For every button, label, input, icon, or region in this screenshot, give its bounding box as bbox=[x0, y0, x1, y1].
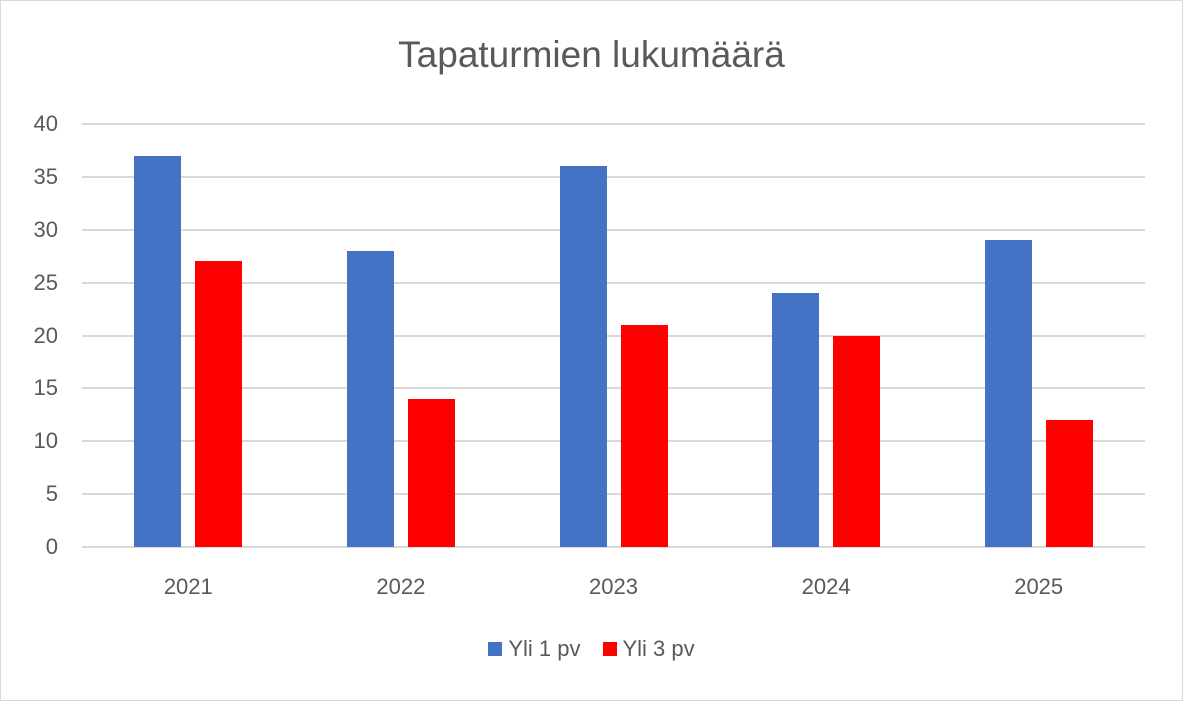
gridline bbox=[82, 123, 1145, 125]
x-tick-label: 2021 bbox=[163, 574, 213, 599]
gridline bbox=[82, 493, 1145, 496]
legend-swatch-icon bbox=[488, 642, 503, 656]
x-tick-label: 2025 bbox=[1014, 574, 1064, 599]
x-tick-label: 2023 bbox=[589, 574, 638, 599]
gridline bbox=[82, 175, 1145, 178]
gridline bbox=[82, 334, 1145, 337]
y-tick-label: 20 bbox=[33, 322, 58, 348]
bar-2024-series-1 bbox=[772, 293, 820, 547]
legend-item: Yli 1 pv bbox=[488, 636, 581, 662]
x-tick-label: 2022 bbox=[376, 574, 426, 599]
chart-title: Tapaturmien lukumäärä bbox=[398, 34, 785, 75]
y-tick-label: 40 bbox=[33, 111, 58, 136]
gridline bbox=[82, 228, 1145, 231]
y-tick-label: 10 bbox=[33, 428, 58, 454]
gridline bbox=[82, 281, 1145, 284]
y-tick-label: 25 bbox=[33, 269, 58, 295]
bar-2024-series-2 bbox=[833, 335, 881, 547]
gridline bbox=[82, 387, 1145, 390]
bar-2023-series-1 bbox=[559, 166, 607, 547]
legend-label: Yli 3 pv bbox=[622, 636, 695, 661]
bar-2023-series-2 bbox=[620, 324, 668, 547]
plot-area bbox=[82, 123, 1145, 548]
gridline bbox=[82, 546, 1145, 548]
x-tick-label: 2024 bbox=[801, 574, 851, 599]
bar-2025-series-2 bbox=[1045, 420, 1093, 547]
y-tick-label: 35 bbox=[33, 163, 58, 189]
y-tick-label: 15 bbox=[33, 375, 58, 401]
legend: Yli 1 pv Yli 3 pv bbox=[0, 636, 1183, 662]
bar-2021-series-1 bbox=[134, 155, 182, 547]
y-tick-label: 0 bbox=[45, 534, 58, 559]
y-tick-label: 5 bbox=[45, 481, 58, 507]
bar-2022-series-2 bbox=[407, 398, 455, 547]
y-tick-label: 30 bbox=[33, 216, 58, 242]
bar-2025-series-1 bbox=[984, 240, 1032, 547]
legend-item: Yli 3 pv bbox=[602, 636, 695, 662]
bar-2022-series-1 bbox=[346, 250, 394, 547]
legend-label: Yli 1 pv bbox=[508, 636, 581, 661]
legend-swatch-icon bbox=[602, 642, 617, 656]
gridline bbox=[82, 440, 1145, 443]
bar-2021-series-2 bbox=[195, 261, 243, 547]
